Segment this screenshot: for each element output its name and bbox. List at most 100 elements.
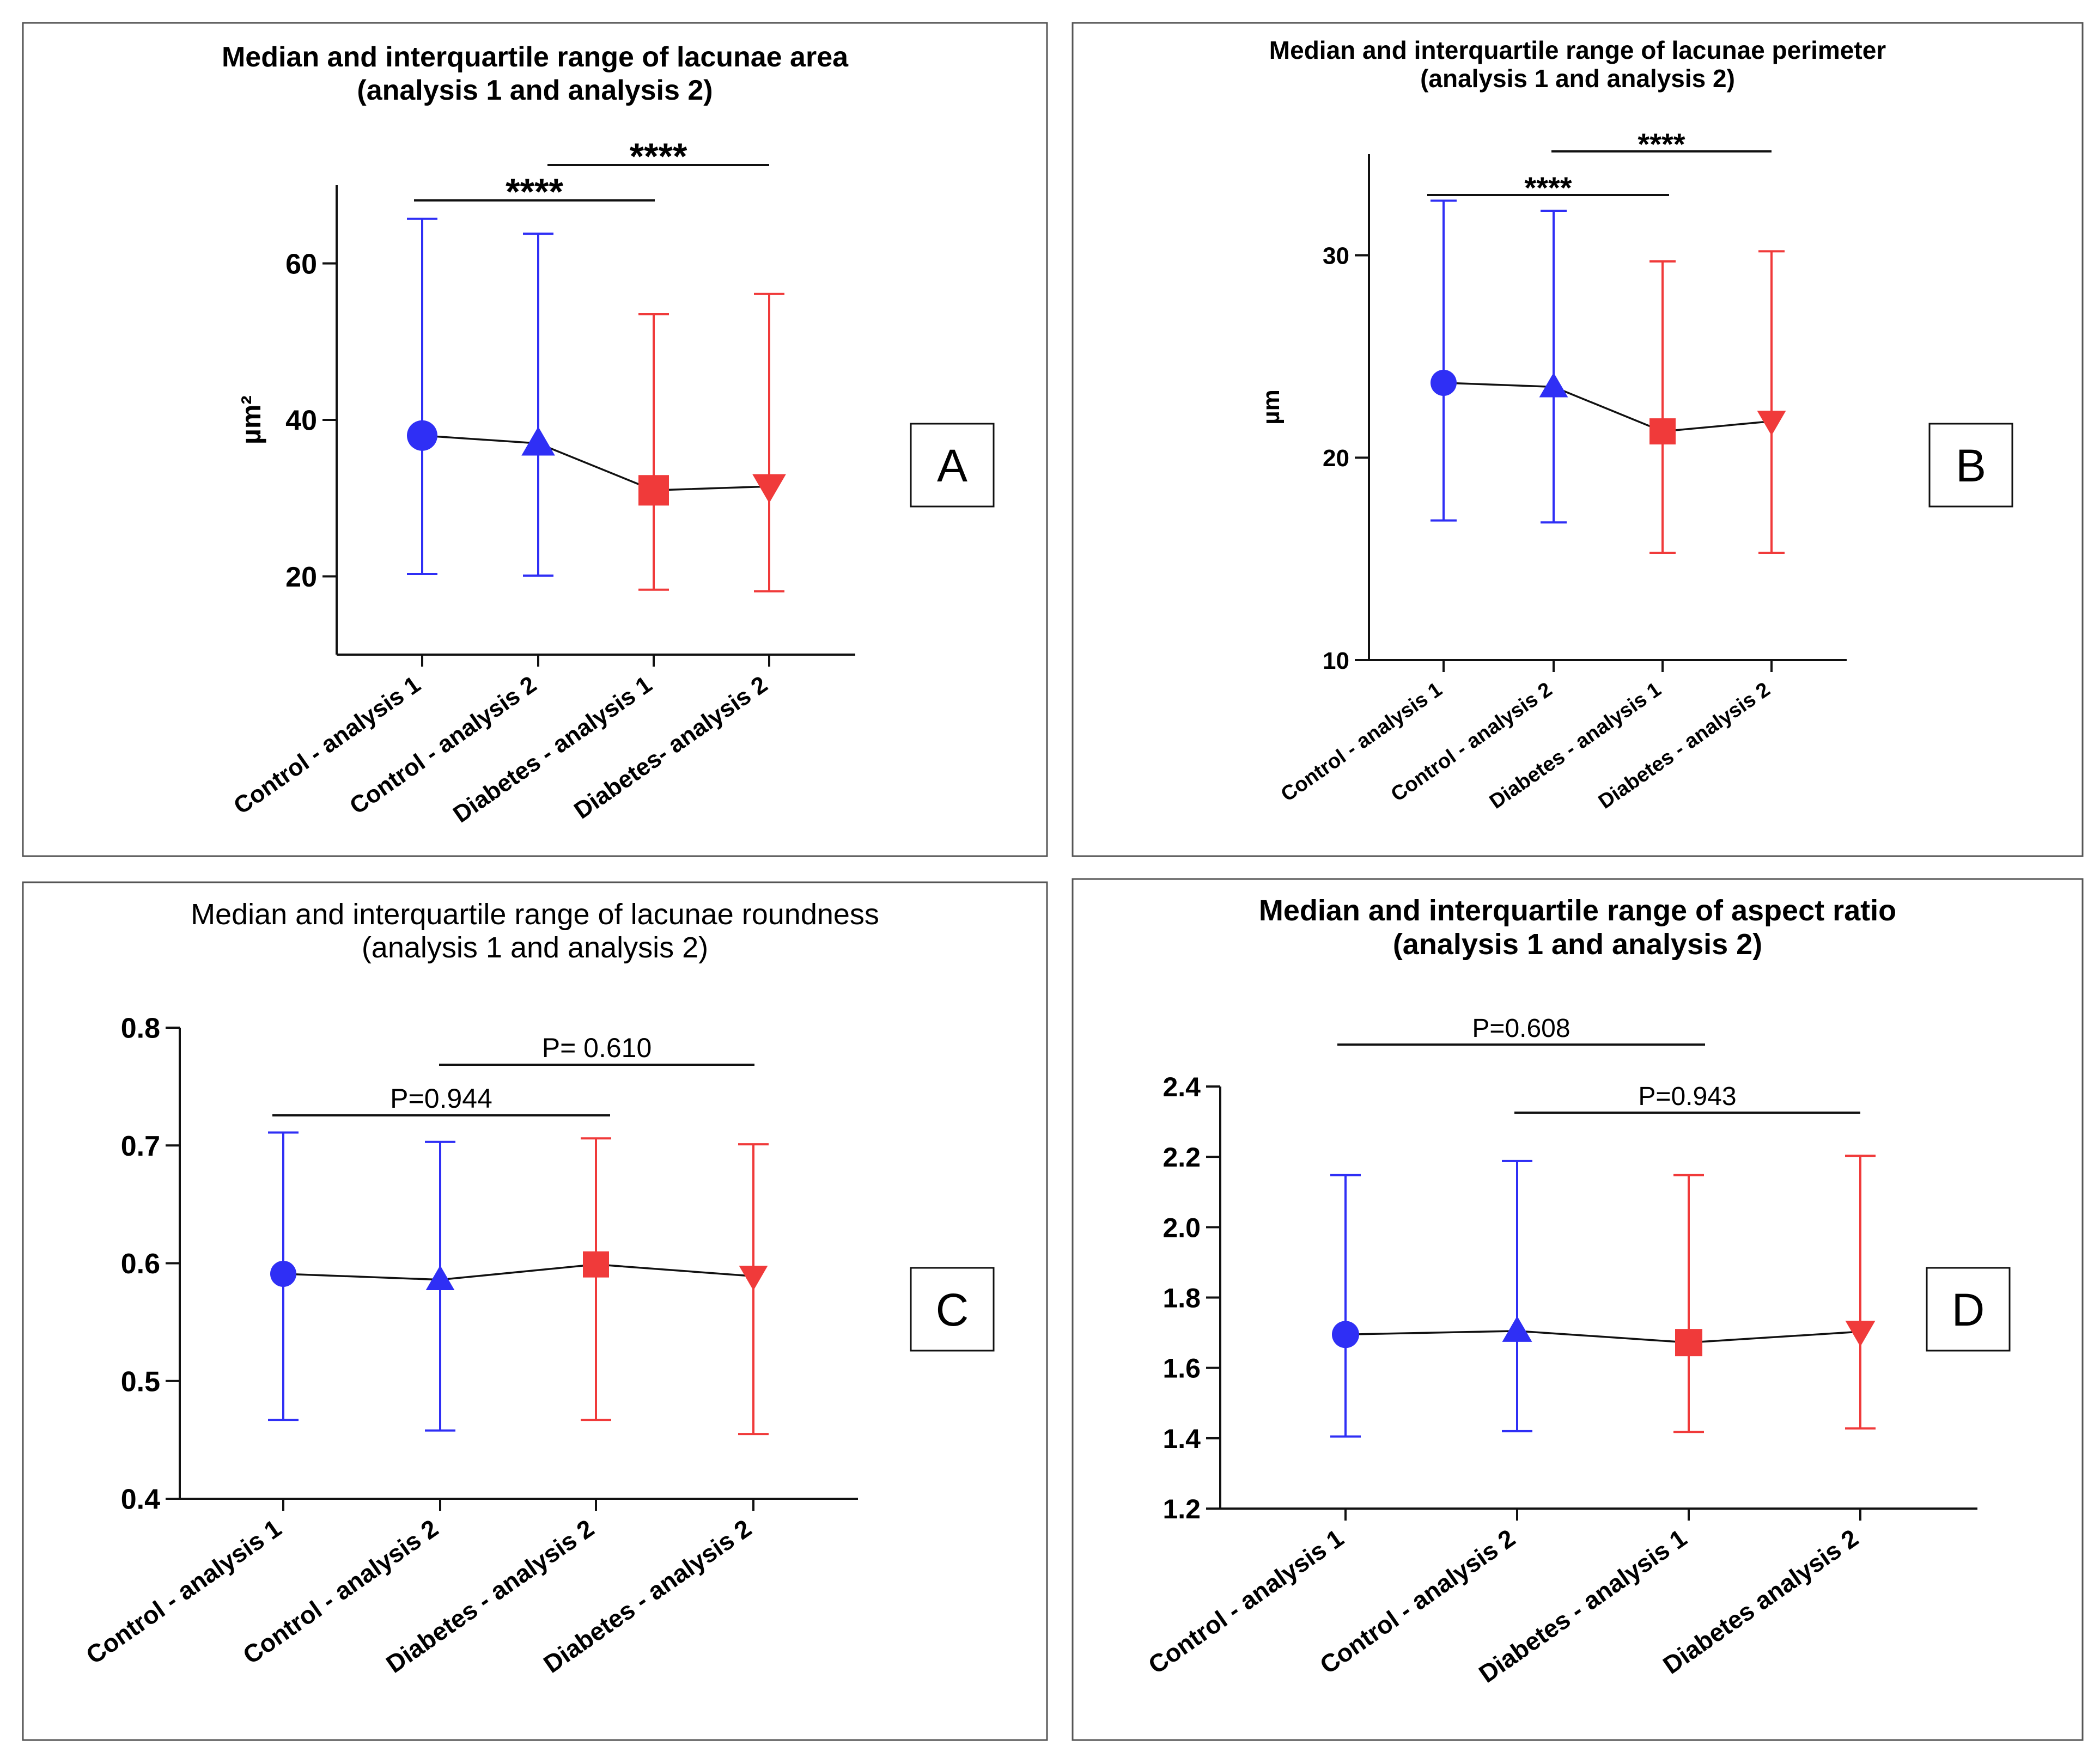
x-tick-label: Diabetes - analysis 2 [1594,678,1774,814]
y-tick-label: 2.2 [1162,1142,1201,1173]
y-axis-label: µm² [236,395,266,444]
chart-subtitle: (analysis 1 and analysis 2) [362,931,708,964]
y-tick-label: 0.4 [121,1484,160,1516]
chart-title: Median and interquartile range of aspect… [1259,894,1896,927]
y-tick-label: 1.6 [1162,1353,1201,1384]
median-marker-circle [407,420,437,451]
y-tick-label: 20 [1323,445,1349,472]
chart-subtitle: (analysis 1 and analysis 2) [1420,64,1735,93]
significance-bracket: P=0.943 [1514,1082,1860,1114]
y-tick-label: 1.2 [1162,1494,1201,1524]
y-tick-label: 10 [1323,648,1349,674]
y-tick-label: 2.0 [1162,1212,1201,1243]
median-marker-triangle-down [1845,1321,1876,1347]
median-marker-triangle-down [739,1266,768,1291]
significance-label: P=0.608 [1472,1014,1570,1043]
iqr-errorbar [638,313,669,591]
median-marker-square [638,475,669,506]
median-marker-triangle-up [1502,1316,1532,1342]
significance-label: **** [630,136,687,177]
median-marker-circle [1431,369,1457,396]
median-marker-circle [270,1260,296,1287]
iqr-errorbar [1330,1174,1361,1438]
significance-label: **** [1524,170,1572,205]
chart-title: Median and interquartile range of lacuna… [1269,36,1886,64]
median-connector-line [283,1263,754,1281]
panel-label-box [1926,1267,2011,1352]
y-tick-label: 2.4 [1162,1072,1201,1102]
significance-bracket: **** [414,171,655,212]
significance-bracket: P=0.608 [1337,1014,1705,1046]
iqr-errorbar [407,217,437,576]
panel-frame [22,881,1048,1741]
y-tick-label: 60 [285,248,317,280]
panel-label: B [1956,440,1986,491]
x-tick-label: Diabetes - analysis 1 [448,671,657,828]
median-marker-triangle-down [1757,411,1786,436]
y-tick-label: 0.6 [121,1248,160,1280]
y-tick-label: 0.7 [121,1131,160,1162]
iqr-errorbar [523,233,553,577]
chart-title: Median and interquartile range of lacuna… [222,41,849,73]
chart-title: Median and interquartile range of lacuna… [191,898,879,931]
median-marker-circle [1332,1321,1359,1348]
y-tick-label: 1.4 [1162,1424,1201,1454]
chart-subtitle: (analysis 1 and analysis 2) [357,75,713,106]
iqr-errorbar [581,1137,611,1421]
median-marker-triangle-up [1539,372,1568,398]
iqr-errorbar [1649,260,1676,554]
panel-frame [1072,22,2084,857]
significance-label: P=0.944 [390,1083,492,1114]
y-tick-label: 0.5 [121,1366,160,1397]
significance-label: P=0.943 [1638,1082,1736,1111]
y-axis-label: µm [1258,389,1285,424]
panel-label: D [1952,1284,1985,1335]
iqr-errorbar [1845,1155,1876,1430]
iqr-errorbar [1541,210,1567,524]
median-connector-line [1345,1330,1861,1344]
median-marker-square [583,1251,609,1278]
significance-label: **** [506,171,563,212]
panel-b: Median and interquartile range of lacuna… [1072,22,2084,857]
y-tick-label: 30 [1323,243,1349,270]
x-tick-label: Diabetes- analysis 2 [569,671,772,824]
panel-label: C [936,1284,969,1335]
iqr-errorbar [754,292,784,593]
median-marker-triangle-up [425,1265,455,1290]
y-tick-label: 40 [285,405,317,437]
iqr-errorbar [1502,1159,1532,1432]
significance-label: P= 0.610 [542,1033,652,1063]
median-marker-triangle-down [752,474,786,503]
iqr-errorbar [1673,1174,1704,1433]
significance-bracket: P= 0.610 [439,1033,754,1066]
median-marker-square [1649,418,1676,445]
panel-label: A [937,440,967,491]
panel-c: Median and interquartile range of lacuna… [22,881,1048,1741]
significance-bracket: **** [1427,170,1669,205]
y-tick-label: 1.8 [1162,1283,1201,1314]
median-connector-line [422,434,770,492]
chart-subtitle: (analysis 1 and analysis 2) [1393,928,1762,961]
x-tick-label: Diabetes - analysis 1 [1486,678,1665,814]
panel-d: Median and interquartile range of aspect… [1072,878,2084,1741]
y-tick-label: 20 [285,561,317,593]
panel-a: Median and interquartile range of lacuna… [22,22,1048,857]
median-marker-triangle-up [521,426,555,456]
panel-label-box [910,423,995,508]
significance-bracket: **** [547,136,769,177]
iqr-errorbar [1758,250,1785,554]
x-tick-label: Control - analysis 2 [345,671,541,820]
panel-label-box [1928,423,2013,508]
median-connector-line [1443,382,1772,432]
panel-label-box [910,1267,995,1352]
y-tick-label: 0.8 [121,1013,160,1045]
x-tick-label: Control - analysis 1 [229,671,425,820]
iqr-errorbar [1431,199,1457,522]
panel-frame [1072,878,2084,1741]
median-marker-square [1675,1329,1702,1357]
significance-label: **** [1638,127,1685,161]
significance-bracket: **** [1551,127,1772,161]
panel-frame [22,22,1048,857]
significance-bracket: P=0.944 [272,1083,610,1116]
